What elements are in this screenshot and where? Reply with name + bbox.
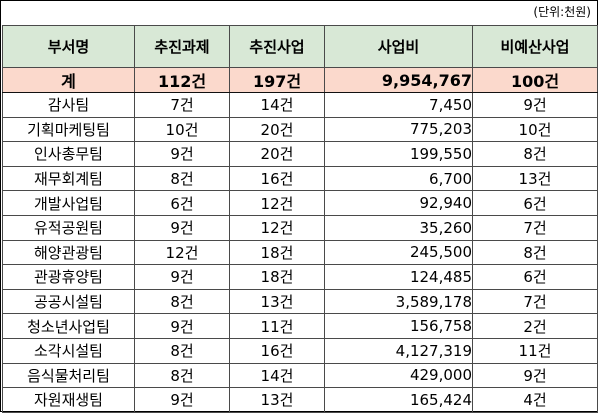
header-nonbudget: 비예산사업 [472, 25, 598, 68]
cell-budget: 35,260 [324, 214, 473, 241]
cell-tasks: 8건 [134, 337, 230, 364]
cell-budget: 124,485 [324, 264, 473, 290]
table-row: 감사팀 7건 14건 7,450 9건 [2, 92, 598, 118]
cell-budget: 245,500 [324, 239, 473, 266]
cell-dept: 청소년사업팀 [2, 313, 135, 339]
cell-dept: 인사총무팀 [2, 141, 135, 167]
cell-nonbudget: 9건 [472, 362, 598, 389]
cell-nonbudget: 11건 [472, 337, 598, 364]
table-row: 소각시설팀 8건 16건 4,127,319 11건 [2, 337, 598, 364]
cell-projects: 12건 [229, 214, 325, 241]
table-row: 개발사업팀 6건 12건 92,940 6건 [2, 190, 598, 216]
total-row: 계 112건 197건 9,954,767 100건 [2, 67, 598, 93]
cell-dept: 감사팀 [2, 92, 135, 118]
header-budget: 사업비 [324, 25, 473, 68]
cell-dept: 해양관광팀 [2, 239, 135, 266]
table-body: 계 112건 197건 9,954,767 100건 감사팀 7건 14건 7,450… [2, 67, 598, 413]
cell-dept: 기획마케팅팀 [2, 116, 135, 143]
cell-projects: 14건 [229, 362, 325, 389]
table-row: 재무회계팀 8건 16건 6,700 13건 [2, 165, 598, 192]
table-row: 관광휴양팀 9건 18건 124,485 6건 [2, 264, 598, 290]
cell-nonbudget: 6건 [472, 190, 598, 216]
cell-tasks: 9건 [134, 313, 230, 339]
total-projects: 197건 [229, 67, 325, 93]
cell-tasks: 10건 [134, 116, 230, 143]
cell-budget: 3,589,178 [324, 288, 473, 315]
unit-note: (단위:천원) [533, 5, 591, 19]
cell-budget: 775,203 [324, 116, 473, 143]
cell-dept: 관광휴양팀 [2, 264, 135, 290]
cell-nonbudget: 2건 [472, 313, 598, 339]
cell-dept: 개발사업팀 [2, 190, 135, 216]
budget-table: 부서명 추진과제 추진사업 사업비 비예산사업 계 112건 197건 9,95… [2, 25, 598, 413]
cell-nonbudget: 13건 [472, 165, 598, 192]
cell-tasks: 8건 [134, 362, 230, 389]
cell-budget: 92,940 [324, 190, 473, 216]
cell-nonbudget: 7건 [472, 288, 598, 315]
table-row: 청소년사업팀 9건 11건 156,758 2건 [2, 313, 598, 339]
cell-projects: 18건 [229, 239, 325, 266]
table-row: 인사총무팀 9건 20건 199,550 8건 [2, 141, 598, 167]
cell-projects: 16건 [229, 337, 325, 364]
cell-budget: 6,700 [324, 165, 473, 192]
total-budget: 9,954,767 [324, 67, 473, 93]
table-row: 공공시설팀 8건 13건 3,589,178 7건 [2, 288, 598, 315]
cell-budget: 4,127,319 [324, 337, 473, 364]
cell-projects: 16건 [229, 165, 325, 192]
cell-tasks: 12건 [134, 239, 230, 266]
total-dept: 계 [2, 67, 135, 93]
cell-nonbudget: 4건 [472, 387, 598, 413]
cell-tasks: 8건 [134, 288, 230, 315]
header-row: 부서명 추진과제 추진사업 사업비 비예산사업 [2, 25, 598, 68]
cell-dept: 소각시설팀 [2, 337, 135, 364]
table-row: 기획마케팅팀 10건 20건 775,203 10건 [2, 116, 598, 143]
cell-budget: 199,550 [324, 141, 473, 167]
cell-dept: 공공시설팀 [2, 288, 135, 315]
header-tasks: 추진과제 [134, 25, 230, 68]
cell-projects: 13건 [229, 387, 325, 413]
cell-projects: 12건 [229, 190, 325, 216]
total-tasks: 112건 [134, 67, 230, 93]
cell-tasks: 6건 [134, 190, 230, 216]
cell-dept: 유적공원팀 [2, 214, 135, 241]
cell-tasks: 9건 [134, 387, 230, 413]
cell-nonbudget: 6건 [472, 264, 598, 290]
header-dept: 부서명 [2, 25, 135, 68]
cell-nonbudget: 9건 [472, 92, 598, 118]
cell-tasks: 9건 [134, 264, 230, 290]
table-row: 자원재생팀 9건 13건 165,424 4건 [2, 387, 598, 413]
cell-projects: 18건 [229, 264, 325, 290]
cell-projects: 20건 [229, 141, 325, 167]
header-projects: 추진사업 [229, 25, 325, 68]
table-row: 해양관광팀 12건 18건 245,500 8건 [2, 239, 598, 266]
cell-projects: 13건 [229, 288, 325, 315]
total-nonbudget: 100건 [472, 67, 598, 93]
cell-tasks: 9건 [134, 214, 230, 241]
cell-budget: 429,000 [324, 362, 473, 389]
cell-budget: 7,450 [324, 92, 473, 118]
cell-budget: 165,424 [324, 387, 473, 413]
table-row: 음식물처리팀 8건 14건 429,000 9건 [2, 362, 598, 389]
cell-tasks: 8건 [134, 165, 230, 192]
cell-projects: 14건 [229, 92, 325, 118]
cell-nonbudget: 8건 [472, 141, 598, 167]
cell-tasks: 7건 [134, 92, 230, 118]
cell-tasks: 9건 [134, 141, 230, 167]
cell-projects: 20건 [229, 116, 325, 143]
cell-projects: 11건 [229, 313, 325, 339]
table-row: 유적공원팀 9건 12건 35,260 7건 [2, 214, 598, 241]
cell-nonbudget: 10건 [472, 116, 598, 143]
cell-budget: 156,758 [324, 313, 473, 339]
cell-dept: 음식물처리팀 [2, 362, 135, 389]
cell-dept: 재무회계팀 [2, 165, 135, 192]
cell-nonbudget: 8건 [472, 239, 598, 266]
cell-nonbudget: 7건 [472, 214, 598, 241]
cell-dept: 자원재생팀 [2, 387, 135, 413]
table-header: 부서명 추진과제 추진사업 사업비 비예산사업 [2, 25, 598, 68]
